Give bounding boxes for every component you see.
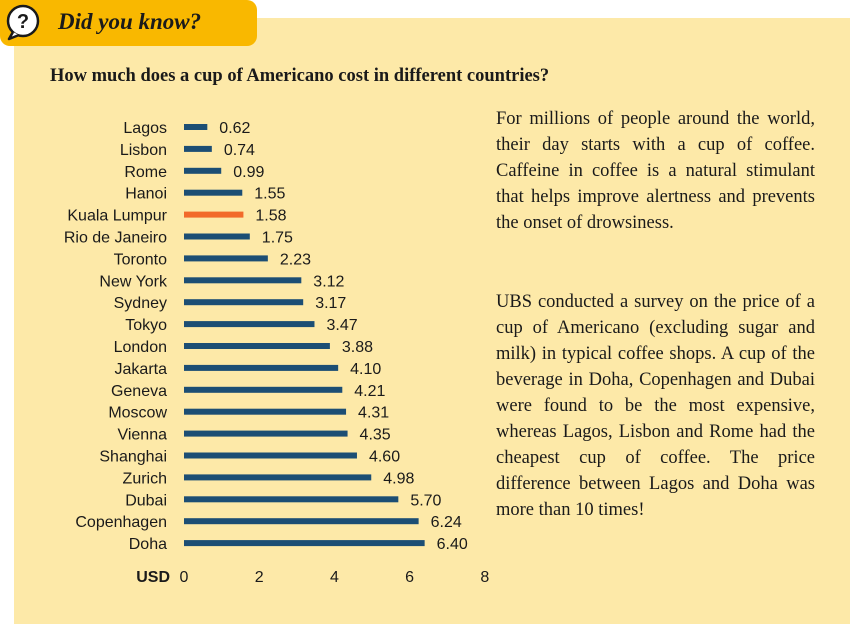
value-label: 1.55 — [254, 186, 285, 203]
bar — [184, 211, 244, 218]
category-label: Hanoi — [125, 186, 167, 203]
did-you-know-badge: ? Did you know? — [0, 0, 257, 46]
bar — [184, 299, 304, 306]
value-label: 2.23 — [280, 251, 311, 268]
category-label: Rome — [124, 164, 167, 181]
x-tick-label: 8 — [480, 569, 489, 586]
bar — [184, 452, 357, 459]
category-label: Kuala Lumpur — [67, 208, 167, 225]
value-label: 3.88 — [342, 339, 373, 356]
category-label: Copenhagen — [75, 514, 167, 531]
value-label: 1.58 — [255, 208, 286, 225]
value-label: 4.60 — [369, 449, 400, 466]
content-panel — [14, 18, 850, 624]
bar — [184, 255, 268, 262]
category-label: Dubai — [125, 492, 167, 509]
category-label: Moscow — [108, 405, 167, 422]
bar — [184, 496, 399, 503]
bar — [184, 145, 212, 152]
x-tick-label: 6 — [405, 569, 414, 586]
value-label: 0.62 — [219, 120, 250, 137]
x-axis-label: USD — [136, 569, 170, 586]
badge-title: Did you know? — [58, 9, 202, 34]
category-label: Lisbon — [120, 142, 167, 159]
bar — [184, 430, 348, 437]
category-label: Vienna — [117, 427, 167, 444]
bar — [184, 408, 347, 415]
value-label: 3.17 — [315, 295, 346, 312]
bar — [184, 364, 339, 371]
value-label: 5.70 — [410, 492, 441, 509]
category-label: Jakarta — [115, 361, 168, 378]
bar — [184, 474, 372, 481]
value-label: 4.35 — [360, 427, 391, 444]
category-label: Lagos — [123, 120, 167, 137]
bar — [184, 386, 343, 393]
value-label: 6.40 — [437, 536, 468, 553]
x-tick-label: 4 — [330, 569, 339, 586]
bar — [184, 233, 250, 240]
bar — [184, 189, 243, 196]
bar — [184, 124, 208, 130]
category-label: Doha — [129, 536, 167, 553]
paragraph-survey: UBS conducted a survey on the price of a… — [496, 292, 815, 520]
bar — [184, 343, 330, 349]
value-label: 4.98 — [383, 470, 414, 487]
category-label: Sydney — [114, 295, 167, 312]
paragraph-intro: For millions of people around the world,… — [496, 109, 815, 233]
chart-title: How much does a cup of Americano cost in… — [50, 66, 550, 86]
category-label: London — [114, 339, 167, 356]
question-bubble-icon: ? — [6, 4, 40, 41]
bar — [184, 540, 425, 547]
x-tick-label: 2 — [255, 569, 264, 586]
category-label: Toronto — [114, 251, 167, 268]
value-label: 0.74 — [224, 142, 255, 159]
bar — [184, 277, 302, 284]
bar — [184, 518, 419, 525]
category-label: New York — [99, 273, 168, 290]
value-label: 3.12 — [313, 273, 344, 290]
value-label: 3.47 — [326, 317, 357, 334]
value-label: 6.24 — [431, 514, 462, 531]
value-label: 4.21 — [354, 383, 385, 400]
x-tick-label: 0 — [180, 569, 189, 586]
category-label: Rio de Janeiro — [64, 230, 167, 247]
bar — [184, 167, 222, 174]
category-label: Zurich — [123, 470, 167, 487]
value-label: 0.99 — [233, 164, 264, 181]
value-label: 4.10 — [350, 361, 381, 378]
category-label: Shanghai — [99, 449, 167, 466]
bar — [184, 321, 315, 328]
value-label: 1.75 — [262, 230, 293, 247]
category-label: Geneva — [111, 383, 167, 400]
value-label: 4.31 — [358, 405, 389, 422]
svg-text:?: ? — [17, 11, 29, 33]
category-label: Tokyo — [125, 317, 167, 334]
